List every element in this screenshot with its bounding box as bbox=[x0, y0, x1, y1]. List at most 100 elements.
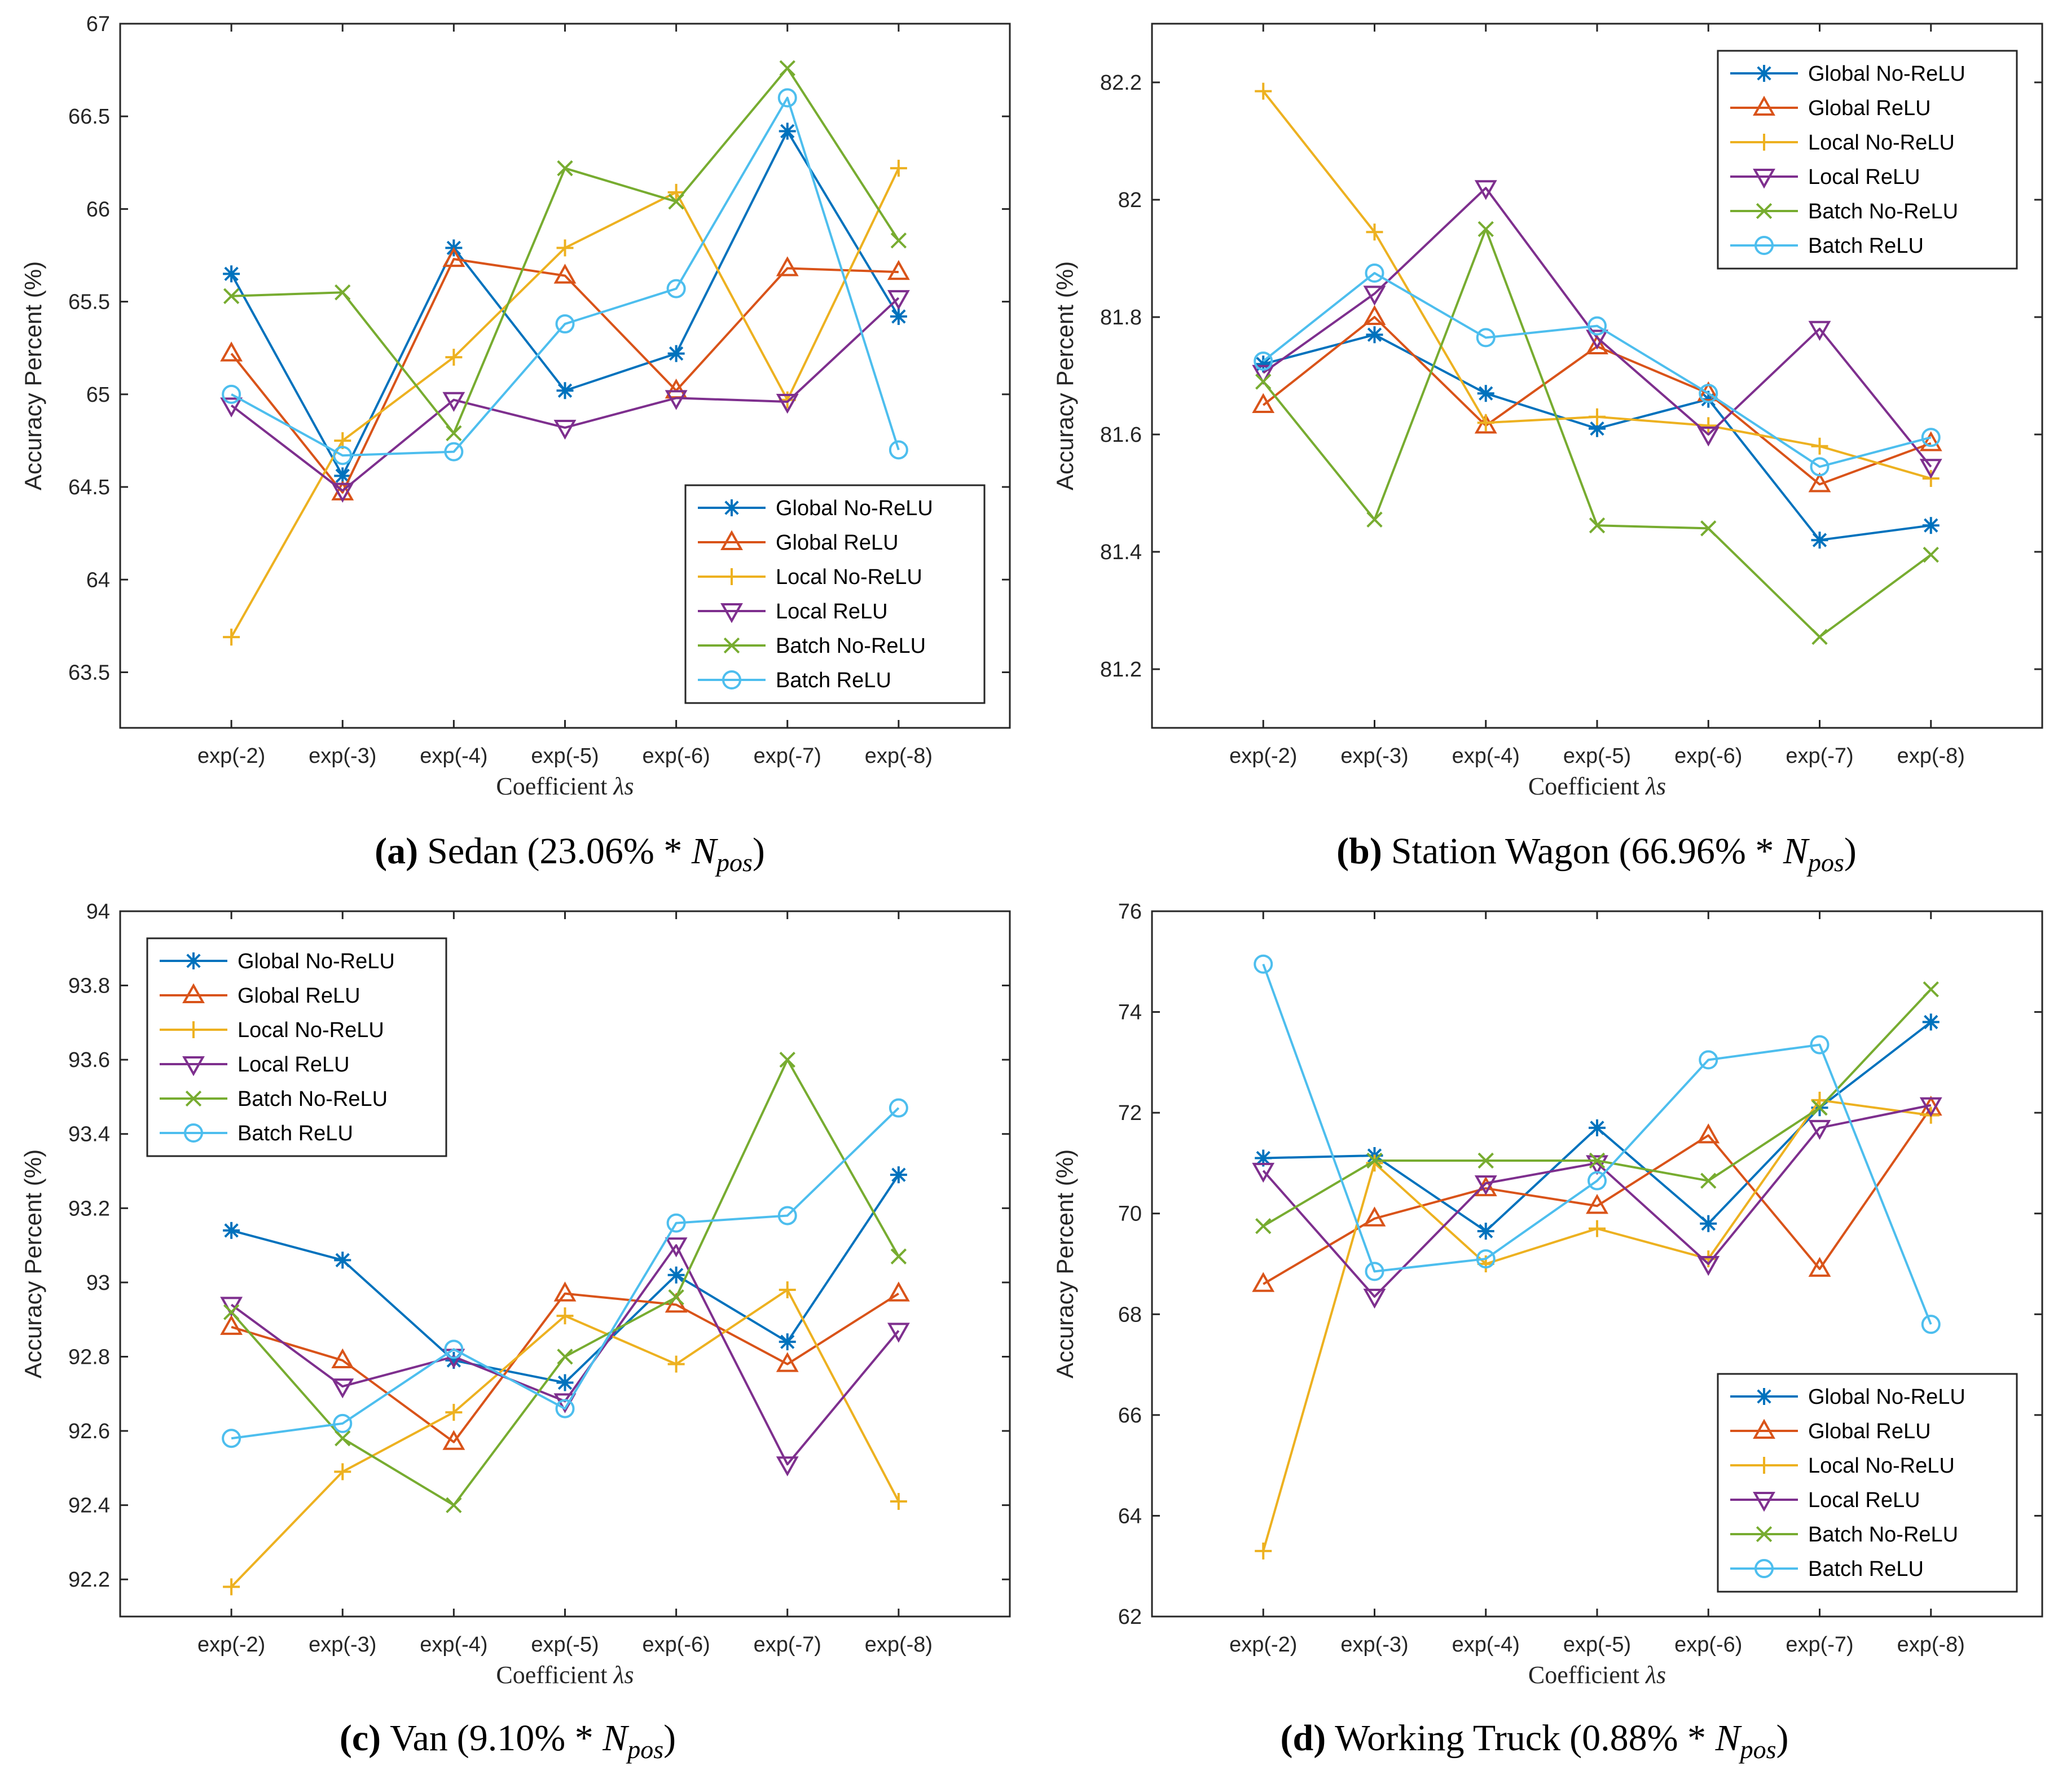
legend-marker bbox=[720, 603, 743, 623]
series-local-relu bbox=[1252, 1097, 1942, 1309]
x-tick-label: exp(-8) bbox=[865, 744, 933, 768]
data-point bbox=[1697, 381, 1720, 402]
legend-item: Batch ReLU bbox=[1730, 234, 1924, 258]
caption-subscript: pos bbox=[715, 848, 753, 877]
data-point bbox=[1811, 629, 1828, 645]
x-tick-label: exp(-2) bbox=[1229, 1633, 1297, 1657]
x-tick-label: exp(-7) bbox=[1786, 1633, 1853, 1657]
data-point bbox=[220, 1315, 243, 1335]
y-tick-label: 93.2 bbox=[68, 1197, 110, 1220]
caption-close: ) bbox=[663, 1718, 676, 1759]
y-tick-label: 68 bbox=[1118, 1303, 1142, 1327]
legend-item: Global No-ReLU bbox=[1730, 62, 1965, 86]
x-tick-label: exp(-4) bbox=[1452, 744, 1520, 768]
x-axis-label-text: Coefficient bbox=[496, 1661, 613, 1689]
data-point bbox=[556, 1374, 574, 1391]
data-point bbox=[1811, 532, 1828, 549]
legend-item: Global ReLU bbox=[160, 983, 360, 1008]
data-point bbox=[1476, 328, 1496, 348]
x-tick-label: exp(-6) bbox=[642, 1633, 710, 1657]
data-point bbox=[1255, 1218, 1272, 1235]
legend-marker bbox=[1756, 65, 1773, 82]
data-point bbox=[444, 442, 464, 462]
data-point bbox=[1252, 1162, 1275, 1183]
x-tick-label: exp(-8) bbox=[865, 1633, 933, 1657]
data-point bbox=[1366, 511, 1383, 528]
x-axis-label-text: Coefficient bbox=[1528, 772, 1646, 800]
caption-variable: N bbox=[691, 831, 719, 872]
data-point bbox=[1922, 517, 1940, 534]
data-point bbox=[776, 1352, 799, 1372]
y-tick-label: 92.6 bbox=[68, 1420, 110, 1443]
series-local-no-relu bbox=[223, 1281, 907, 1596]
data-point bbox=[1922, 1013, 1940, 1031]
data-point bbox=[1589, 1119, 1606, 1136]
legend: Global No-ReLU Global ReLU Local No-ReLU Lo… bbox=[684, 484, 986, 704]
data-point bbox=[1700, 520, 1717, 537]
legend-marker bbox=[1753, 95, 1775, 116]
series-batch-relu bbox=[1254, 263, 1941, 477]
panel-caption: (b) Station Wagon (66.96% * Npos) bbox=[1336, 831, 1857, 877]
data-point bbox=[1589, 1220, 1606, 1237]
data-point bbox=[331, 1378, 354, 1399]
y-tick-label: 66.5 bbox=[68, 105, 110, 129]
x-tick-label: exp(-4) bbox=[420, 1633, 487, 1657]
legend-label: Global ReLU bbox=[776, 531, 899, 555]
legend-item: Local ReLU bbox=[160, 1053, 350, 1077]
legend-item: Local ReLU bbox=[698, 600, 888, 623]
data-point bbox=[555, 314, 575, 334]
legend-label: Batch No-ReLU bbox=[238, 1087, 388, 1111]
legend-marker bbox=[1753, 169, 1775, 189]
data-point bbox=[1363, 305, 1386, 325]
data-point bbox=[1923, 981, 1939, 998]
legend-item: Local ReLU bbox=[1730, 1488, 1920, 1512]
data-point bbox=[666, 279, 686, 298]
y-tick-label: 70 bbox=[1118, 1202, 1142, 1226]
legend-box bbox=[1717, 50, 2018, 270]
caption-letter: (b) bbox=[1336, 831, 1382, 872]
data-point bbox=[442, 247, 465, 267]
data-point bbox=[1808, 1119, 1831, 1140]
data-point bbox=[1808, 472, 1831, 493]
series-batch-relu bbox=[222, 1098, 908, 1448]
data-point bbox=[1810, 457, 1830, 477]
data-point bbox=[779, 1333, 796, 1351]
data-point bbox=[1363, 1206, 1386, 1227]
legend-item: Local No-ReLU bbox=[160, 1018, 384, 1042]
legend-label: Local No-ReLU bbox=[1808, 131, 1955, 155]
data-point bbox=[333, 1413, 353, 1433]
legend-label: Local ReLU bbox=[1808, 165, 1920, 189]
legend-item: Global ReLU bbox=[698, 530, 899, 555]
data-point bbox=[779, 122, 796, 140]
data-point bbox=[446, 1497, 462, 1513]
data-point bbox=[890, 160, 907, 177]
x-axis-label-text: Coefficient bbox=[1528, 1661, 1646, 1689]
legend-label: Local No-ReLU bbox=[238, 1018, 384, 1042]
data-point bbox=[1363, 286, 1386, 306]
data-point bbox=[1474, 180, 1497, 200]
y-tick-label: 74 bbox=[1118, 1001, 1142, 1025]
y-axis-label: Accuracy Percent (%) bbox=[20, 1149, 46, 1378]
data-point bbox=[1921, 1315, 1941, 1334]
x-axis-label-symbol: λs bbox=[612, 1661, 634, 1689]
data-point bbox=[223, 1304, 240, 1320]
data-point bbox=[1254, 352, 1273, 371]
series-batch-no-relu bbox=[223, 1051, 907, 1513]
series-local-relu bbox=[220, 290, 910, 503]
data-point bbox=[557, 1349, 573, 1365]
series-batch-no-relu bbox=[1255, 981, 1939, 1235]
data-point bbox=[1808, 320, 1831, 341]
y-tick-label: 92.4 bbox=[68, 1494, 110, 1518]
data-point bbox=[1699, 1050, 1718, 1070]
data-point bbox=[557, 160, 573, 177]
y-tick-label: 82.2 bbox=[1100, 71, 1142, 95]
legend-label: Batch ReLU bbox=[1808, 1557, 1924, 1581]
data-point bbox=[1811, 1100, 1828, 1116]
data-point bbox=[668, 194, 684, 210]
y-tick-label: 93.6 bbox=[68, 1048, 110, 1072]
data-point bbox=[553, 263, 577, 284]
data-point bbox=[777, 88, 797, 108]
data-point bbox=[776, 256, 799, 276]
series-line bbox=[230, 1244, 900, 1466]
data-point bbox=[887, 290, 910, 310]
